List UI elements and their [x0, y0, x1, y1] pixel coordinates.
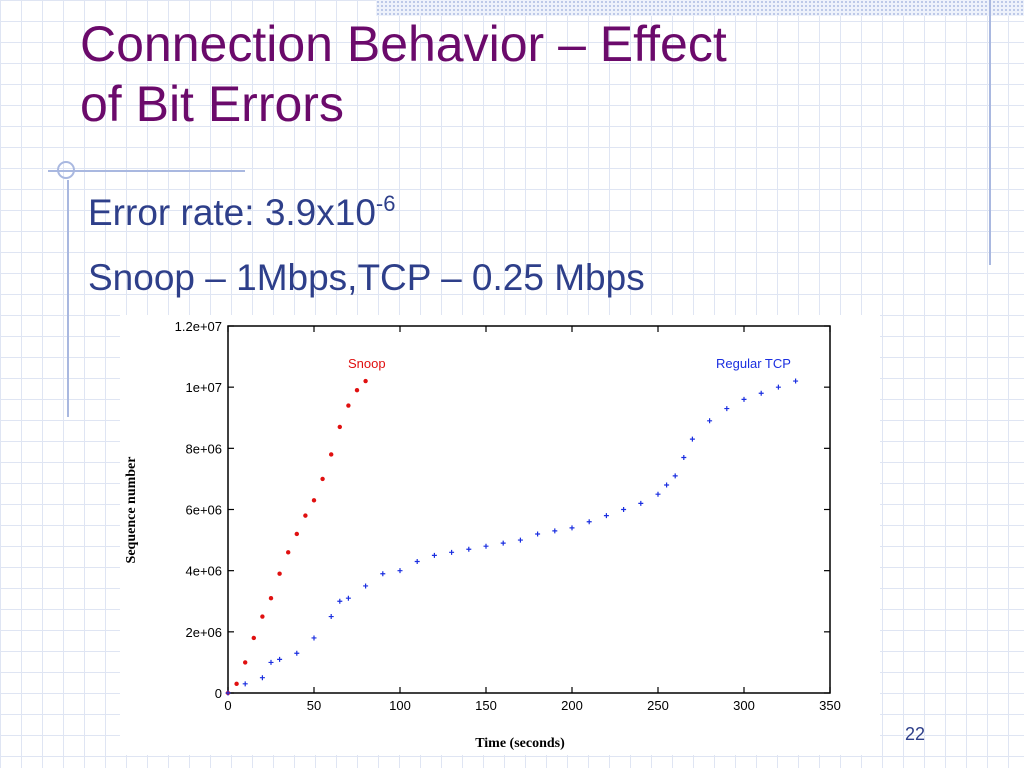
snoop-point: [251, 635, 256, 641]
snoop-point: [337, 424, 342, 430]
tcp-point: [775, 384, 781, 390]
snoop-point: [286, 550, 291, 555]
page-number: 22: [905, 724, 926, 744]
decor-vertical-line-left: [67, 180, 69, 417]
tcp-point: [681, 455, 687, 461]
bullet-error-rate: Error rate: 3.9x10-6: [88, 191, 395, 235]
snoop-point: [311, 498, 317, 503]
snoop-point: [363, 378, 368, 384]
sequence-chart: 0 50 100 150 200 250 300 350 0 2e+06 4e+06 6e+06 8e+…: [124, 319, 841, 751]
snoop-point: [260, 614, 265, 619]
x-tick-label: 0: [224, 698, 231, 713]
tcp-point: [483, 543, 489, 549]
snoop-point: [243, 660, 248, 665]
decor-horizontal-line: [48, 170, 245, 172]
x-tick-label: 350: [819, 698, 841, 713]
tcp-point: [664, 482, 670, 488]
tcp-point: [569, 525, 575, 531]
title-line-2: of Bit Errors: [80, 76, 344, 132]
tcp-point: [414, 558, 420, 564]
tcp-point: [741, 396, 747, 402]
tcp-point: [724, 406, 730, 412]
tcp-point: [758, 390, 764, 396]
y-tick-label: 8e+06: [185, 441, 222, 456]
snoop-point: [234, 681, 239, 687]
tcp-point: [707, 418, 713, 424]
snoop-series: [225, 378, 368, 696]
snoop-point: [268, 595, 274, 601]
y-tick-label: 6e+06: [185, 503, 222, 518]
tcp-point: [586, 519, 592, 525]
snoop-point: [294, 531, 299, 537]
legend-snoop: Snoop: [348, 356, 386, 371]
tcp-point: [603, 513, 609, 519]
title-line-1: Connection Behavior – Effect: [80, 16, 727, 72]
tcp-point: [242, 681, 248, 687]
tcp-point: [294, 650, 300, 656]
chart-card: 0 50 100 150 200 250 300 350 0 2e+06 4e+06 6e+06 8e+…: [120, 315, 880, 755]
y-tick-label: 4e+06: [185, 564, 222, 579]
snoop-point: [346, 403, 351, 408]
tcp-point: [345, 595, 351, 601]
snoop-point: [320, 476, 325, 482]
slide-title: Connection Behavior – Effect of Bit Erro…: [80, 14, 980, 134]
snoop-point: [329, 452, 334, 457]
tcp-point: [517, 537, 523, 543]
series-layer: [225, 378, 799, 696]
tcp-point: [311, 635, 317, 641]
tcp-point: [277, 656, 283, 662]
regular-tcp-series: [225, 378, 799, 696]
tcp-point: [500, 540, 506, 546]
decor-ring: [57, 161, 75, 179]
x-tick-label: 200: [561, 698, 583, 713]
x-tick-label: 100: [389, 698, 411, 713]
legend-regular-tcp: Regular TCP: [716, 356, 791, 371]
tcp-point: [380, 571, 386, 577]
x-tick-label: 250: [647, 698, 669, 713]
tcp-point: [535, 531, 541, 537]
tcp-point: [397, 568, 403, 574]
decor-vertical-line-right: [989, 0, 991, 265]
x-axis-label: Time (seconds): [475, 736, 565, 751]
tcp-point: [225, 690, 231, 696]
tcp-point: [672, 473, 678, 479]
tcp-point: [689, 436, 695, 442]
tcp-point: [268, 659, 274, 665]
y-tick-label: 1e+07: [185, 380, 222, 395]
y-tick-label: 0: [215, 686, 222, 701]
tcp-point: [363, 583, 369, 589]
tcp-point: [328, 614, 334, 620]
tcp-point: [793, 378, 799, 384]
x-tick-label: 150: [475, 698, 497, 713]
error-rate-exponent: -6: [375, 191, 396, 216]
tcp-point: [621, 507, 627, 512]
x-tick-label: 300: [733, 698, 755, 713]
plot-frame: [227, 325, 831, 694]
y-tick-label: 2e+06: [185, 625, 222, 640]
y-axis-label: Sequence number: [124, 457, 139, 564]
tcp-point: [431, 552, 437, 558]
tcp-point: [552, 528, 558, 534]
tcp-point: [638, 500, 644, 506]
snoop-point: [277, 571, 282, 576]
snoop-point: [354, 388, 360, 393]
tcp-point: [337, 598, 343, 604]
snoop-point: [303, 513, 308, 518]
y-tick-label: 1.2e+07: [175, 319, 222, 334]
tcp-point: [466, 546, 472, 552]
bullet-throughput: Snoop – 1Mbps,TCP – 0.25 Mbps: [88, 257, 645, 298]
axis-ticks: 0 50 100 150 200 250 300 350 0 2e+06 4e+06 6e+06 8e+…: [175, 319, 841, 713]
error-rate-text: Error rate: 3.9x10: [88, 192, 376, 233]
tcp-point: [259, 675, 265, 681]
x-tick-label: 50: [307, 698, 321, 713]
top-dotted-band: [376, 0, 1024, 16]
tcp-point: [655, 491, 661, 497]
tcp-point: [449, 549, 455, 555]
